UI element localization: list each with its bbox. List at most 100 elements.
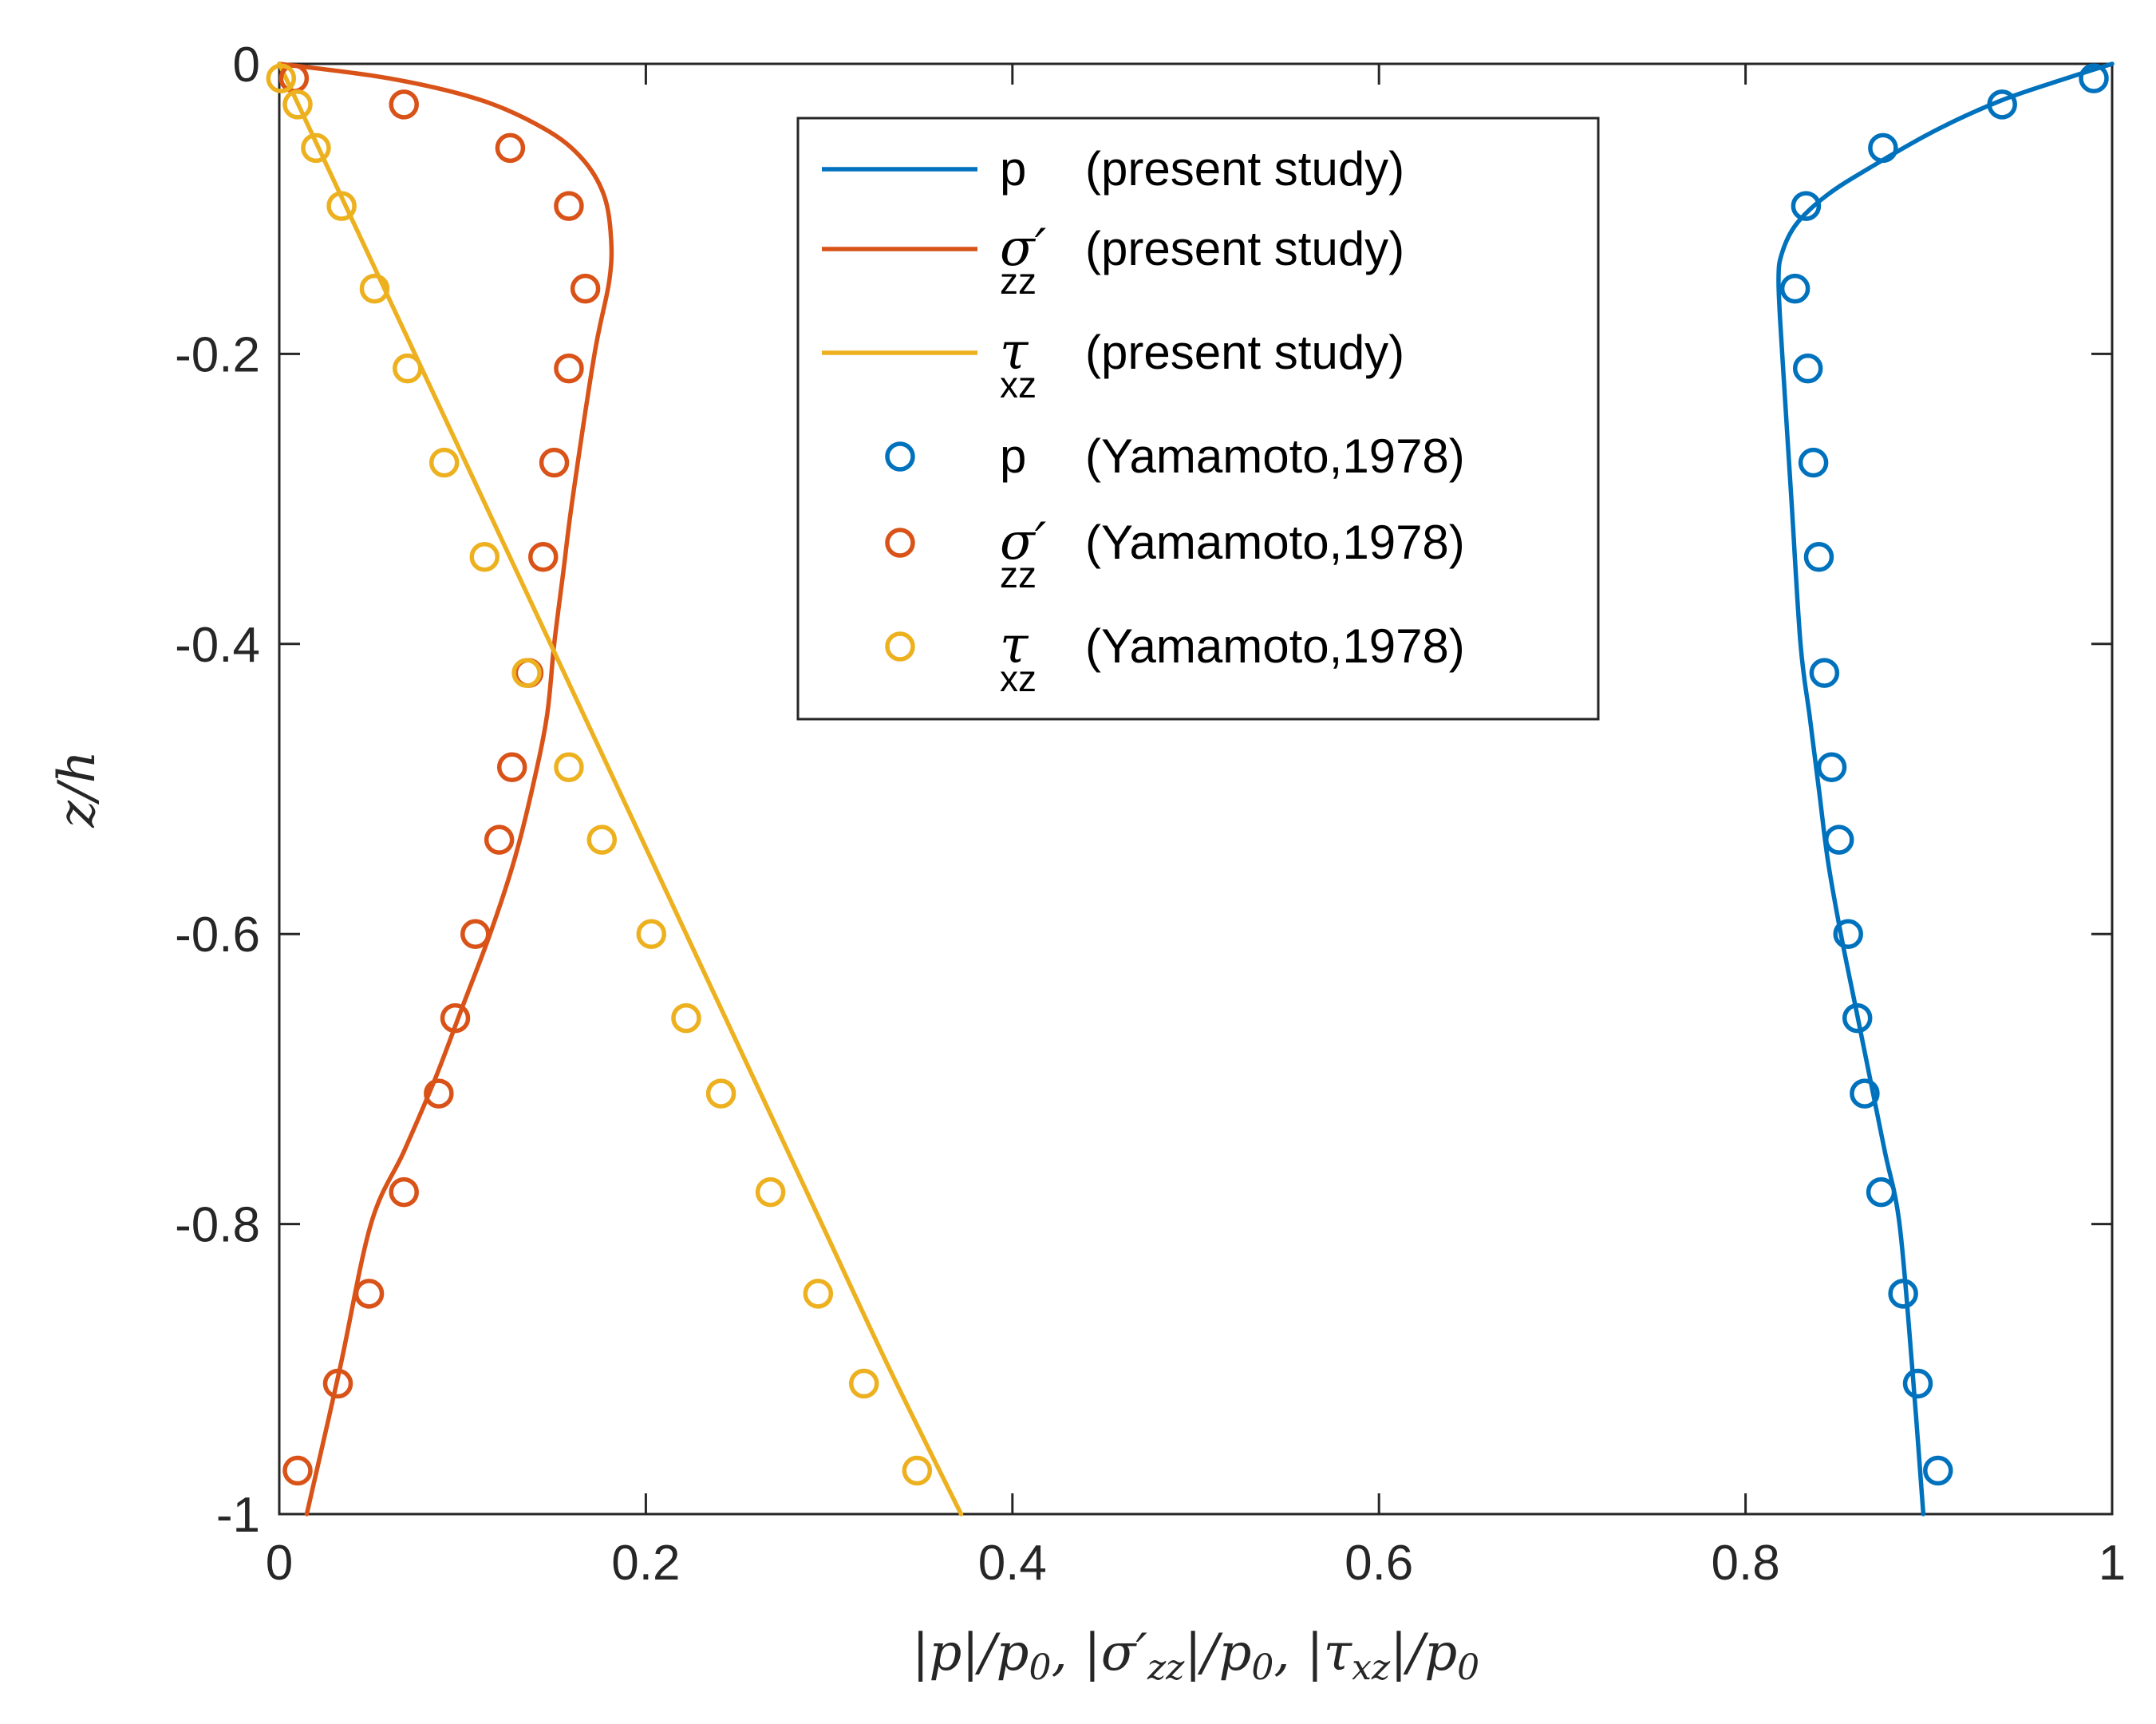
y-tick-label: -0.4 — [175, 618, 260, 673]
data-point-series-5 — [554, 752, 584, 782]
data-point-series-5 — [469, 542, 500, 572]
data-point-series-3 — [1842, 1002, 1873, 1034]
legend-entries: p (present study)σ′zz(present study)τxz(p… — [822, 142, 1465, 699]
legend-marker-swatch — [885, 631, 915, 662]
legend-symbol-subscript: xz — [1000, 658, 1037, 699]
y-tick-label: 0 — [233, 38, 260, 93]
data-point-series-4 — [322, 1368, 353, 1399]
data-point-series-4 — [539, 447, 570, 478]
data-point-series-4 — [496, 752, 527, 782]
data-point-series-5 — [671, 1002, 701, 1034]
data-point-series-3 — [1987, 89, 2017, 120]
data-point-series-3 — [1791, 191, 1822, 221]
legend-marker-swatch — [885, 528, 915, 558]
data-point-series-3 — [1779, 273, 1810, 304]
x-tick-label: 0.4 — [978, 1536, 1047, 1591]
data-point-series-4 — [353, 1279, 385, 1309]
data-point-series-4 — [460, 919, 491, 949]
y-tick-label: -0.6 — [175, 907, 260, 963]
y-axis-ticks: 0 -0.2 -0.4 -0.6 -0.8 -1 — [175, 38, 2112, 1543]
legend-label: (Yamamoto,1978) — [1085, 429, 1465, 483]
legend-entry-5: τxz (Yamamoto,1978) — [885, 616, 1465, 699]
y-axis-label: z/h — [48, 750, 107, 828]
data-point-series-3 — [1923, 1455, 1953, 1486]
legend-entry-1: σ′zz (present study) — [822, 219, 1404, 302]
legend-symbol: τ — [1000, 322, 1029, 382]
data-point-series-4 — [570, 273, 601, 304]
legend-label: (present study) — [1085, 326, 1404, 379]
data-point-series-5 — [326, 191, 357, 221]
x-label-p0-sub: 0 — [1029, 1647, 1051, 1688]
data-point-series-5 — [755, 1176, 786, 1208]
legend-box — [796, 117, 1600, 721]
data-point-series-5 — [586, 824, 618, 855]
data-point-series-3 — [1866, 1176, 1897, 1208]
legend-symbol: τ — [1000, 616, 1029, 675]
y-tick-label: -0.2 — [175, 327, 260, 382]
data-point-series-4 — [495, 132, 526, 164]
data-point-series-5 — [428, 447, 460, 478]
data-point-series-3 — [1868, 132, 1898, 164]
x-tick-label: 0.6 — [1345, 1536, 1413, 1591]
legend-entry-0: p (present study) — [822, 142, 1404, 196]
data-point-series-3 — [1798, 447, 1829, 478]
data-point-series-4 — [389, 1176, 419, 1208]
legend: p (present study)σ′zz(present study)τxz(p… — [796, 117, 1600, 721]
legend-label: (Yamamoto,1978) — [1085, 619, 1465, 673]
data-point-series-4 — [484, 824, 515, 855]
data-point-series-5 — [301, 132, 331, 164]
legend-symbol-subscript: zz — [1000, 554, 1037, 595]
data-point-series-4 — [440, 1002, 471, 1034]
data-point-series-3 — [1823, 824, 1854, 855]
data-point-series-5 — [393, 353, 423, 384]
series-line-1 — [277, 61, 614, 1516]
data-point-series-3 — [1803, 542, 1834, 572]
y-tick-label: -1 — [216, 1488, 260, 1543]
legend-marker-swatch — [885, 441, 915, 472]
legend-entry-3: p (Yamamoto,1978) — [885, 429, 1465, 483]
x-tick-label: 1 — [2099, 1536, 2126, 1591]
data-point-series-5 — [282, 89, 313, 120]
data-point-series-3 — [1902, 1368, 1933, 1399]
legend-symbol: σ′ — [1000, 512, 1047, 571]
legend-label: (Yamamoto,1978) — [1085, 516, 1465, 569]
data-point-series-4 — [554, 353, 584, 384]
data-point-series-4 — [424, 1078, 454, 1109]
data-point-series-3 — [2079, 63, 2109, 93]
data-point-series-5 — [705, 1078, 736, 1109]
x-axis-ticks: 0 0.2 0.4 0.6 0.8 1 — [266, 64, 2126, 1591]
data-point-series-5 — [511, 658, 542, 688]
legend-symbol: p — [1000, 429, 1026, 483]
data-point-series-4 — [282, 1455, 313, 1486]
series-layer — [266, 61, 2115, 1516]
x-tick-label: 0 — [266, 1536, 293, 1591]
legend-symbol: σ′ — [1000, 219, 1047, 278]
legend-symbol-subscript: xz — [1000, 364, 1037, 405]
x-tick-label: 0.2 — [611, 1536, 680, 1591]
x-tick-label: 0.8 — [1711, 1536, 1779, 1591]
legend-symbol-subscript: zz — [1000, 260, 1037, 302]
data-point-series-3 — [1850, 1078, 1880, 1109]
x-label-p: |p|/p — [912, 1623, 1029, 1682]
legend-entry-4: σ′zz (Yamamoto,1978) — [885, 512, 1465, 595]
legend-label: (present study) — [1085, 222, 1404, 275]
data-point-series-5 — [902, 1455, 933, 1486]
data-point-series-3 — [1833, 919, 1863, 949]
data-point-series-3 — [1888, 1279, 1918, 1309]
legend-symbol: p — [1000, 142, 1026, 196]
data-point-series-5 — [266, 63, 297, 93]
x-axis-label: |p|/p0, |σ′zz|/p0, |τxz|/p0 — [912, 1623, 1479, 1688]
data-point-series-5 — [848, 1368, 879, 1399]
data-point-series-4 — [528, 542, 559, 572]
series-line-2 — [277, 61, 964, 1516]
data-point-series-4 — [389, 89, 419, 120]
legend-entry-2: τxz (present study) — [822, 322, 1404, 405]
legend-label: (present study) — [1085, 142, 1404, 196]
data-point-series-3 — [1809, 658, 1840, 688]
data-point-series-3 — [1816, 752, 1847, 782]
data-point-series-5 — [636, 919, 667, 949]
data-point-series-4 — [554, 191, 584, 221]
data-point-series-3 — [1792, 353, 1823, 384]
y-tick-label: -0.8 — [175, 1198, 260, 1253]
